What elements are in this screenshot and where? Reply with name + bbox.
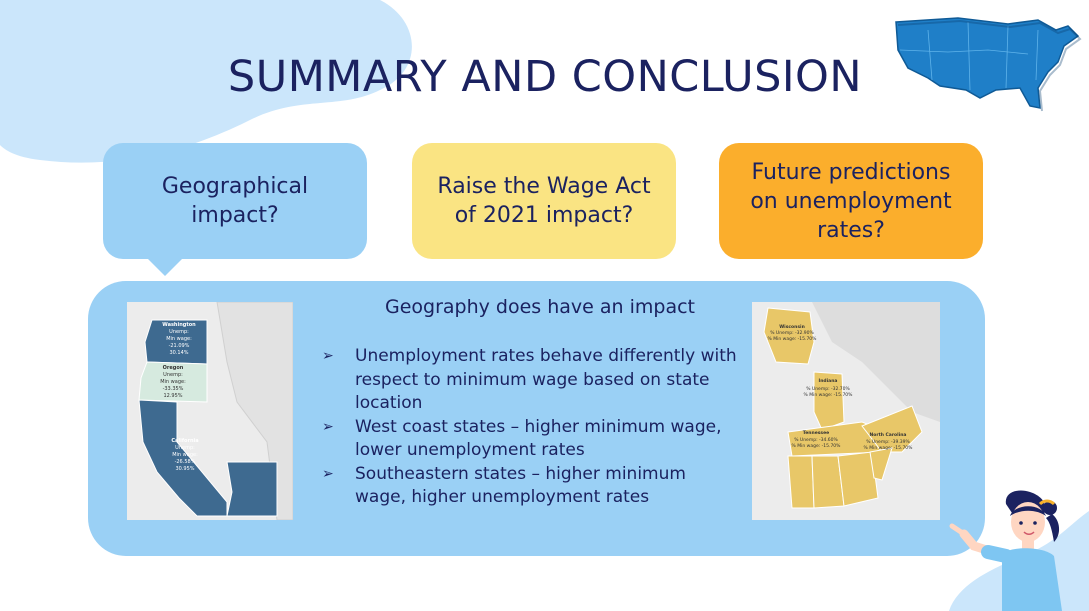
georgia-region [837,451,879,507]
bullet-item: ➢ West coast states – higher minimum wage… [320,416,740,463]
west-coast-map: Washington Unemp: Min wage: -21.09% 30.1… [127,301,294,521]
map-label: 30.14% [169,350,188,356]
map-label: % Min wage: -15.70% [792,443,842,449]
map-label: Min wage: [166,336,192,342]
bullet-item: ➢ Unemployment rates behave differently w… [320,345,740,416]
map-label: 30.95% [175,466,194,472]
map-label: % Min wage: -15.70% [864,445,914,451]
question-label: Geographical impact? [161,174,309,228]
north-carolina-region [861,405,923,453]
bullet-text: Southeastern states – higher minimum wag… [355,463,686,508]
west-coast-map-image: Washington Unemp: Min wage: -21.09% 30.1… [127,301,294,521]
usa-map-icon [895,17,1082,112]
map-label: Unemp: [169,329,189,335]
oregon-region [138,361,208,403]
presenter-illustration-icon [949,490,1062,611]
slide-title: SUMMARY AND CONCLUSION [227,52,863,102]
bullet-item: ➢ Southeastern states – higher minimum wa… [320,463,740,510]
arrow-bullet-icon: ➢ [322,465,334,482]
map-label: 12.95% [163,393,182,399]
wisconsin-label: Wisconsin [779,324,805,330]
map-label: -21.09% [169,343,190,349]
map-label: -33.35% [163,386,184,392]
tennessee-label: Tennessee [803,430,829,436]
map-label: Unemp: [163,372,183,378]
map-label: Unemp: [175,445,195,451]
southeast-map-image: Wisconsin % Unemp: -32.90% % Min wage: -… [752,302,940,520]
california-region [138,399,228,517]
washington-label: Washington [162,322,196,328]
question-raise-the-wage-act: Raise the Wage Act of 2021 impact? [412,143,676,259]
question-label: Future predictions on unemployment rates… [750,159,952,243]
map-label: Min wage: [160,379,186,385]
wisconsin-region [763,307,815,365]
background-blob-top-left [0,0,412,163]
arrow-bullet-icon: ➢ [322,418,334,435]
conclusion-heading: Geography does have an impact [384,296,696,318]
speech-bubble-tail [147,258,183,276]
arrow-bullet-icon: ➢ [322,348,334,364]
map-label: -26.58% [175,459,196,465]
south-carolina-region [869,447,893,481]
southeast-map: Wisconsin % Unemp: -32.90% % Min wage: -… [752,302,940,520]
california-label: California [171,438,198,444]
indiana-label: Indiana [819,378,838,384]
arizona-region [226,461,278,517]
conclusion-bullet-list: ➢ Unemployment rates behave differently w… [320,345,740,510]
question-geographical-impact: Geographical impact? [103,143,367,276]
bullet-text: Unemployment rates behave differently wi… [355,346,737,413]
map-label: % Unemp: -32.70% [806,386,850,392]
map-label: % Unemp: -34.60% [794,437,838,443]
map-label: % Min wage: -15.70% [768,336,818,342]
mississippi-region [787,455,815,509]
question-label: Raise the Wage Act of 2021 impact? [437,174,651,228]
bullet-text: West coast states – higher minimum wage,… [355,416,722,461]
map-label: % Unemp: -32.90% [770,330,814,336]
map-label: % Min wage: -15.70% [804,392,854,398]
oregon-label: Oregon [163,365,184,371]
north-carolina-label: North Carolina [870,432,907,438]
map-label: Min wage: [172,452,198,458]
question-future-predictions: Future predictions on unemployment rates… [719,143,983,259]
map-label: % Unemp: -39.39% [866,439,910,445]
